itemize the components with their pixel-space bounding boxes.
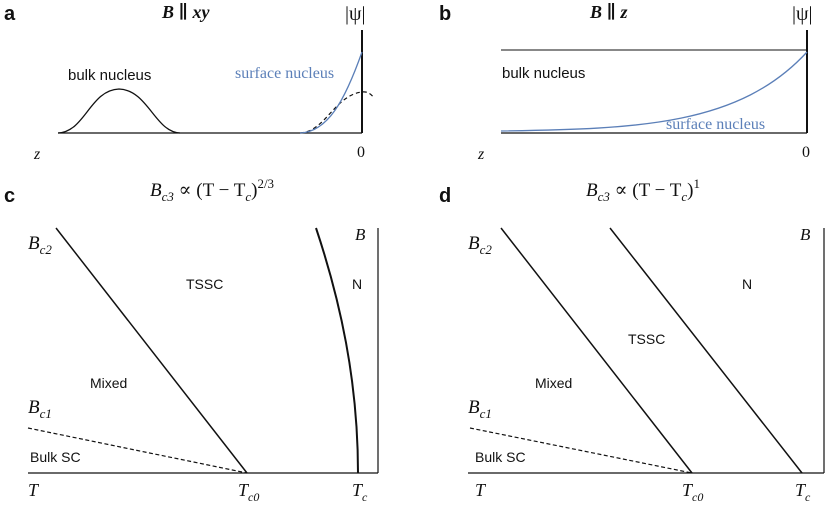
panel-d-region-mixed: Mixed [535, 375, 572, 391]
panel-letter-d: d [439, 185, 451, 207]
panel-c-bc2-line [55, 227, 248, 474]
panel-a-bulk-curve [57, 88, 181, 134]
panel-d-t-axis-label: T [475, 480, 487, 500]
panel-b-surface-curve [500, 51, 808, 132]
panel-a-surface-curve [299, 51, 363, 134]
panel-d-tc0-label: Tc0 [682, 480, 703, 504]
panel-letter-c: c [4, 185, 15, 207]
panel-letter-a: a [4, 3, 16, 25]
panel-b-surface-label: surface nucleus [666, 116, 765, 133]
panel-c-region-bulk: Bulk SC [30, 449, 81, 465]
panel-c-equation: Bc3 ∝ (T − Tc)2/3 [150, 176, 274, 204]
panel-d: d Bc3 ∝ (T − Tc)1 Bc2 Bc1 B N TSSC Mixed… [439, 176, 825, 504]
panel-c-bc1-line [27, 427, 248, 474]
panel-d-region-tssc: TSSC [628, 331, 665, 347]
panel-a-z-label: z [33, 146, 41, 163]
panel-d-bc3-line [609, 227, 803, 474]
panel-d-bc2-line [500, 227, 693, 474]
panel-d-region-n: N [742, 276, 752, 292]
panel-a-title: B ∥ xy [161, 2, 211, 22]
panel-c-bc1-label: Bc1 [28, 397, 52, 421]
panel-b-zero-label: 0 [802, 144, 810, 161]
panel-a-psi-label: |ψ| [345, 3, 366, 25]
panel-d-tc-label: Tc [795, 480, 811, 504]
panel-b-bulk-label: bulk nucleus [502, 65, 585, 82]
panel-b-psi-label: |ψ| [792, 3, 813, 25]
panel-d-region-bulk: Bulk SC [475, 449, 526, 465]
panel-c-t-axis-label: T [28, 480, 40, 500]
panel-c-region-tssc: TSSC [186, 276, 223, 292]
panel-c-bc3-curve [315, 227, 359, 474]
panel-d-bc2-label: Bc2 [468, 233, 492, 257]
panel-b-z-label: z [477, 146, 485, 163]
panel-d-bc1-line [469, 427, 693, 474]
panel-c-region-n: N [352, 276, 362, 292]
panel-d-bc1-label: Bc1 [468, 397, 492, 421]
panel-c: c Bc3 ∝ (T − Tc)2/3 Bc2 Bc1 B TSSC N Mix… [4, 176, 379, 504]
panel-letter-b: b [439, 3, 451, 25]
panel-a-dashed-curve [299, 91, 375, 134]
panel-c-tc0-label: Tc0 [238, 480, 259, 504]
panel-b-title: B ∥ z [589, 2, 628, 22]
panel-a-zero-label: 0 [357, 144, 365, 161]
panel-a-bulk-label: bulk nucleus [68, 67, 151, 84]
panel-a: a B ∥ xy |ψ| bulk nucleus surface nucleu… [4, 2, 375, 163]
panel-d-equation: Bc3 ∝ (T − Tc)1 [586, 176, 700, 204]
panel-c-bc2-label: Bc2 [28, 233, 52, 257]
panel-c-tc-label: Tc [352, 480, 368, 504]
panel-c-b-axis-label: B [355, 225, 366, 244]
panel-b: b B ∥ z |ψ| bulk nucleus surface nucleus… [439, 2, 813, 163]
panel-c-region-mixed: Mixed [90, 375, 127, 391]
panel-d-b-axis-label: B [800, 225, 811, 244]
panel-a-surface-label: surface nucleus [235, 65, 334, 82]
